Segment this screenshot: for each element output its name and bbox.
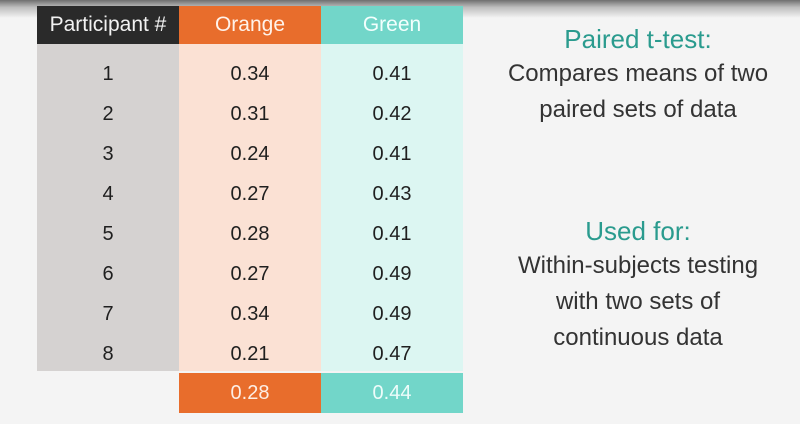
used-for-block: Used for: Within-subjects testing with t…: [480, 214, 796, 356]
used-for-line: Within-subjects testing: [517, 252, 759, 279]
participant-cell: 8: [102, 343, 114, 365]
orange-header: Orange: [179, 6, 321, 44]
used-for-line: continuous data: [553, 324, 723, 351]
green-mean: 0.44: [321, 373, 463, 413]
participant-cell: 3: [102, 143, 114, 165]
paired-ttest-heading: Paired t-test:: [564, 24, 712, 54]
paired-ttest-block: Paired t-test: Compares means of two pai…: [480, 22, 796, 128]
green-cell: 0.49: [372, 263, 412, 285]
green-cells: 0.41 0.42 0.41 0.43 0.41 0.49 0.49 0.47: [321, 44, 463, 371]
participant-cell: 5: [102, 223, 114, 245]
green-cell: 0.49: [372, 303, 412, 325]
paired-ttest-line: Compares means of two: [507, 60, 769, 87]
orange-cell: 0.24: [230, 143, 270, 165]
orange-mean: 0.28: [179, 373, 321, 413]
participant-cell: 2: [102, 103, 114, 125]
green-cell: 0.41: [372, 143, 412, 165]
participant-cell: 7: [102, 303, 114, 325]
orange-cell: 0.27: [230, 263, 270, 285]
orange-cell: 0.21: [230, 343, 270, 365]
green-header: Green: [321, 6, 463, 44]
orange-cell: 0.31: [230, 103, 270, 125]
used-for-heading: Used for:: [585, 216, 691, 246]
orange-cell: 0.27: [230, 183, 270, 205]
green-cell: 0.42: [372, 103, 412, 125]
orange-cell: 0.34: [230, 303, 270, 325]
green-column: Green 0.41 0.42 0.41 0.43 0.41 0.49 0.49…: [321, 6, 463, 413]
green-cell: 0.41: [372, 63, 412, 85]
green-cell: 0.47: [372, 343, 412, 365]
data-table: Participant # 1 2 3 4 5 6 7 8 Orange 0.3…: [37, 6, 463, 413]
orange-cells: 0.34 0.31 0.24 0.27 0.28 0.27 0.34 0.21: [179, 44, 321, 371]
used-for-line: with two sets of: [555, 288, 721, 315]
participant-cells: 1 2 3 4 5 6 7 8: [37, 44, 179, 371]
green-cell: 0.41: [372, 223, 412, 245]
orange-cell: 0.28: [230, 223, 270, 245]
participant-cell: 6: [102, 263, 114, 285]
green-cell: 0.43: [372, 183, 412, 205]
participant-cell: 1: [102, 63, 114, 85]
participant-header: Participant #: [37, 6, 179, 44]
participant-column: Participant # 1 2 3 4 5 6 7 8: [37, 6, 179, 413]
participant-cell: 4: [102, 183, 114, 205]
orange-cell: 0.34: [230, 63, 270, 85]
orange-column: Orange 0.34 0.31 0.24 0.27 0.28 0.27 0.3…: [179, 6, 321, 413]
paired-ttest-line: paired sets of data: [539, 96, 737, 123]
